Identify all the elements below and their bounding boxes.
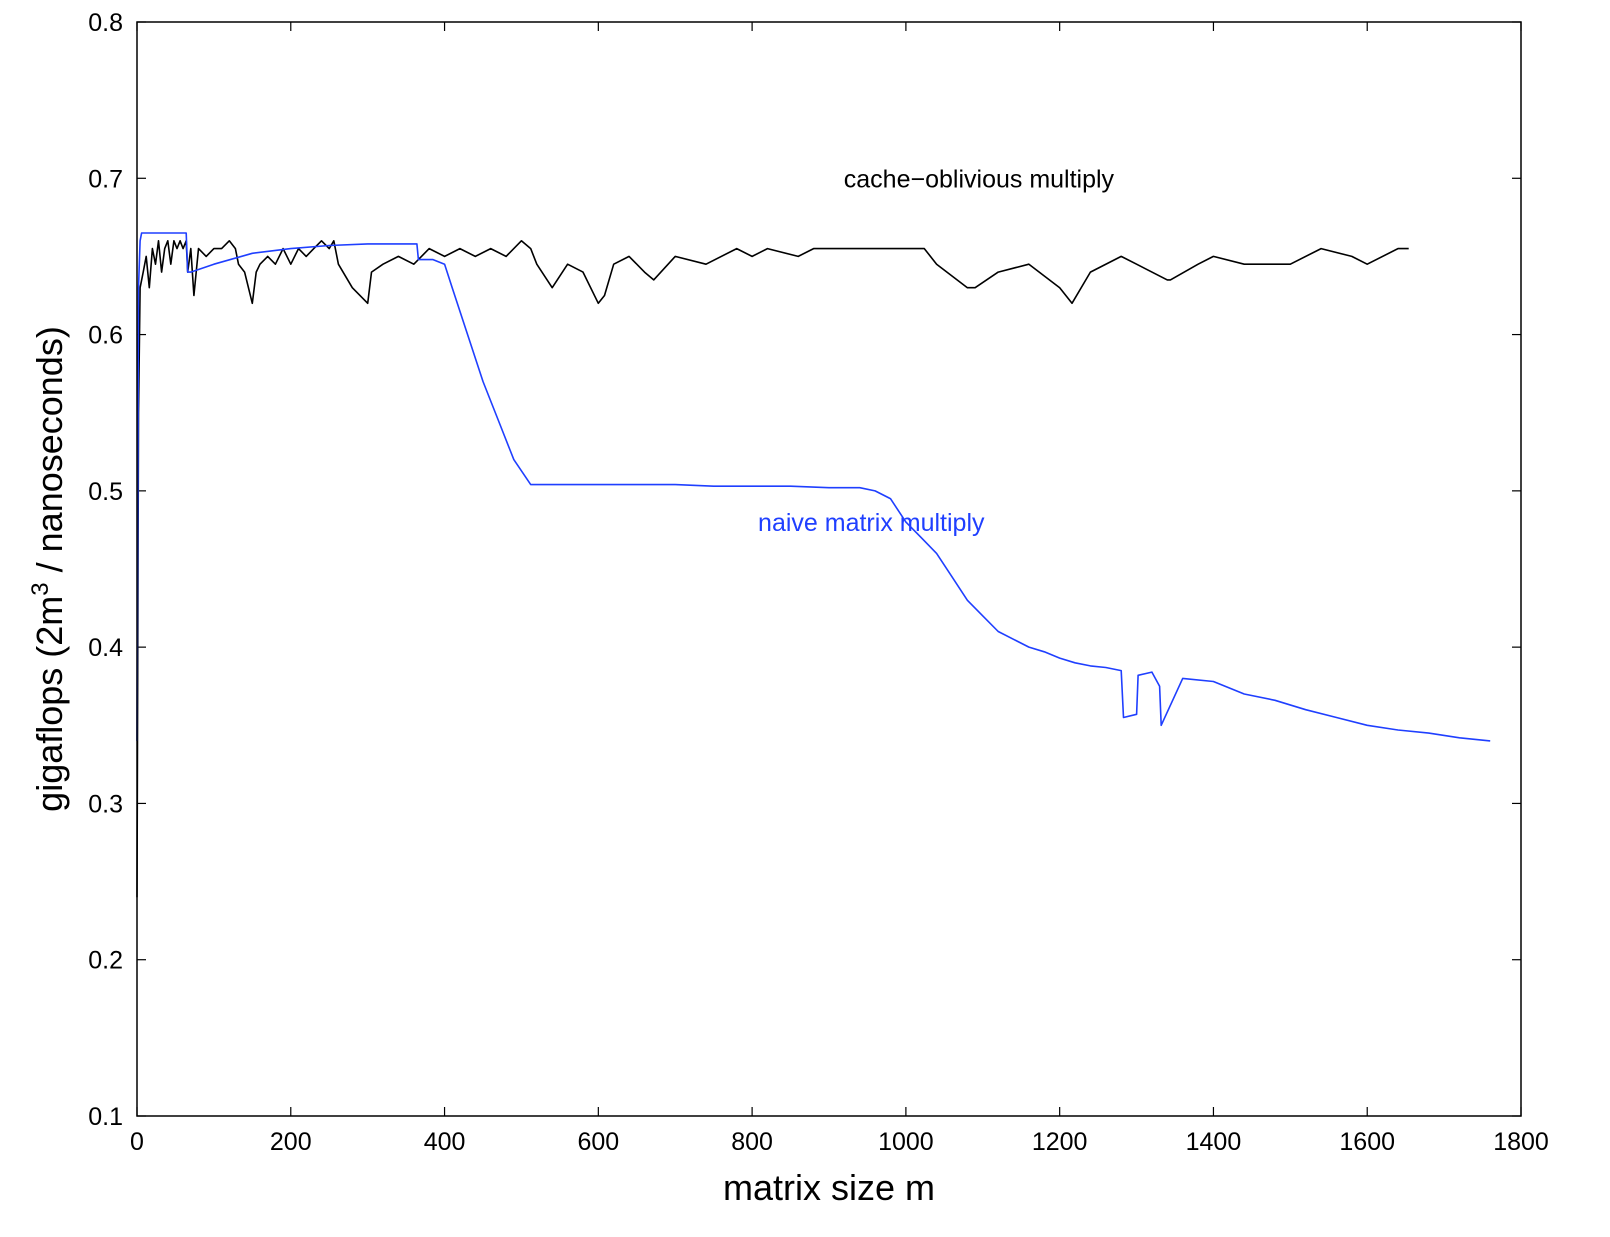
annotations: cache−oblivious multiply naive matrix mul… xyxy=(758,165,1115,537)
x-axis-label: matrix size m xyxy=(723,1167,935,1208)
y-tick-label: 0.5 xyxy=(88,478,123,506)
series-line-naive-matrix-multiply xyxy=(136,232,1491,742)
y-tick-label: 0.6 xyxy=(88,322,123,350)
x-tick-label: 1000 xyxy=(878,1128,934,1156)
y-tick-label: 0.3 xyxy=(88,790,123,818)
y-axis-label-main: gigaflops (2m xyxy=(29,596,70,812)
x-tick-label: 1800 xyxy=(1493,1128,1549,1156)
axis-ticks: 0 200 400 600 800 1000 1200 1400 1600 1800 0.1 0.2 0… xyxy=(88,9,1549,1156)
y-tick-label: 0.7 xyxy=(88,165,123,193)
y-axis-label: gigaflops (2m3 / nanoseconds) xyxy=(27,326,70,812)
y-tick-label: 0.4 xyxy=(88,634,123,662)
y-axis-label-rest: / nanoseconds) xyxy=(29,326,70,582)
y-tick-label: 0.1 xyxy=(88,1103,123,1131)
annotation-label: cache−oblivious multiply xyxy=(844,165,1115,193)
x-tick-label: 1200 xyxy=(1032,1128,1088,1156)
x-tick-label: 1400 xyxy=(1186,1128,1242,1156)
annotation-label: naive matrix multiply xyxy=(758,509,985,537)
x-tick-label: 400 xyxy=(424,1128,466,1156)
y-tick-label: 0.2 xyxy=(88,947,123,975)
y-tick-label: 0.8 xyxy=(88,9,123,37)
x-tick-label: 800 xyxy=(731,1128,773,1156)
series-line-cache-oblivious-multiply xyxy=(136,240,1409,898)
plot-frame xyxy=(136,21,1522,1117)
y-axis-label-superscript: 3 xyxy=(27,582,54,595)
x-tick-label: 0 xyxy=(130,1128,144,1156)
x-tick-label: 200 xyxy=(270,1128,312,1156)
x-tick-label: 1600 xyxy=(1339,1128,1395,1156)
x-tick-label: 600 xyxy=(577,1128,619,1156)
series-layer xyxy=(136,232,1491,898)
